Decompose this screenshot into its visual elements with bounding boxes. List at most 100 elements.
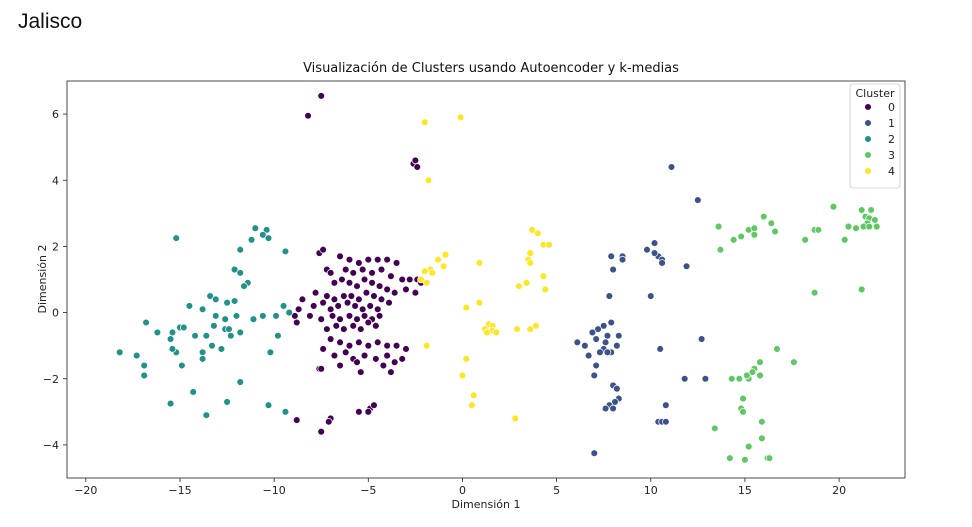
data-point-cluster-2 bbox=[180, 323, 188, 332]
data-point-cluster-0 bbox=[330, 295, 339, 304]
data-point-cluster-2 bbox=[115, 348, 124, 357]
data-point-cluster-3 bbox=[857, 285, 866, 294]
data-point-cluster-0 bbox=[340, 325, 348, 333]
data-point-cluster-2 bbox=[279, 302, 288, 310]
data-point-cluster-4 bbox=[462, 303, 470, 312]
data-point-cluster-0 bbox=[345, 279, 354, 287]
data-point-cluster-2 bbox=[249, 315, 258, 323]
data-point-cluster-0 bbox=[360, 275, 369, 284]
data-point-cluster-3 bbox=[714, 222, 723, 231]
data-point-cluster-1 bbox=[647, 292, 655, 300]
data-point-cluster-0 bbox=[317, 92, 325, 100]
data-point-cluster-0 bbox=[341, 348, 350, 357]
data-point-cluster-4 bbox=[541, 285, 550, 294]
data-point-cluster-1 bbox=[618, 255, 627, 264]
data-point-cluster-0 bbox=[368, 269, 376, 277]
data-point-cluster-0 bbox=[375, 312, 384, 320]
data-point-cluster-0 bbox=[317, 315, 325, 323]
data-point-cluster-3 bbox=[739, 408, 747, 416]
data-point-cluster-1 bbox=[594, 325, 602, 333]
data-point-cluster-2 bbox=[198, 305, 207, 314]
data-point-cluster-0 bbox=[317, 365, 325, 373]
data-point-cluster-3 bbox=[743, 371, 751, 380]
data-point-cluster-1 bbox=[601, 338, 610, 347]
data-point-cluster-0 bbox=[402, 285, 410, 294]
data-point-cluster-1 bbox=[609, 265, 617, 274]
data-point-cluster-4 bbox=[468, 401, 476, 409]
data-point-cluster-3 bbox=[852, 224, 860, 232]
data-point-cluster-1 bbox=[607, 252, 615, 261]
data-point-cluster-0 bbox=[345, 255, 354, 264]
data-point-cluster-1 bbox=[697, 335, 706, 343]
data-point-cluster-2 bbox=[236, 378, 244, 386]
data-point-cluster-4 bbox=[456, 113, 465, 122]
data-point-cluster-0 bbox=[334, 302, 342, 310]
data-point-cluster-2 bbox=[221, 315, 229, 323]
data-point-cluster-3 bbox=[871, 216, 879, 224]
data-point-cluster-0 bbox=[326, 305, 335, 314]
y-tick-label: 4 bbox=[52, 174, 59, 187]
data-point-cluster-2 bbox=[259, 312, 267, 320]
data-point-cluster-2 bbox=[166, 399, 175, 408]
y-tick-label: −2 bbox=[43, 373, 59, 386]
legend-title: Cluster bbox=[855, 87, 895, 100]
legend-marker bbox=[864, 135, 872, 143]
data-point-cluster-2 bbox=[153, 328, 162, 337]
data-point-cluster-0 bbox=[340, 292, 348, 300]
data-point-cluster-2 bbox=[178, 361, 186, 370]
data-point-cluster-0 bbox=[345, 341, 354, 350]
data-point-cluster-3 bbox=[756, 358, 764, 366]
data-point-cluster-2 bbox=[281, 247, 290, 256]
data-point-cluster-1 bbox=[596, 348, 604, 357]
data-point-cluster-0 bbox=[373, 305, 382, 314]
data-point-cluster-4 bbox=[475, 259, 484, 267]
data-point-cluster-0 bbox=[362, 288, 371, 297]
data-point-cluster-1 bbox=[615, 331, 623, 340]
data-point-cluster-0 bbox=[383, 285, 391, 294]
data-point-cluster-3 bbox=[844, 222, 853, 231]
data-point-cluster-1 bbox=[590, 371, 599, 380]
data-point-cluster-3 bbox=[773, 345, 781, 353]
data-point-cluster-0 bbox=[383, 255, 391, 264]
data-point-cluster-4 bbox=[422, 341, 431, 350]
data-point-cluster-2 bbox=[274, 331, 282, 340]
data-point-cluster-0 bbox=[353, 358, 361, 366]
y-tick-label: 0 bbox=[52, 307, 59, 320]
data-point-cluster-0 bbox=[392, 259, 401, 267]
data-point-cluster-0 bbox=[372, 355, 380, 363]
plot-area bbox=[66, 80, 906, 479]
data-point-cluster-0 bbox=[364, 318, 373, 327]
data-point-cluster-3 bbox=[810, 288, 819, 297]
data-point-cluster-0 bbox=[292, 416, 301, 424]
data-point-cluster-2 bbox=[264, 234, 273, 242]
data-point-cluster-0 bbox=[338, 275, 346, 284]
data-point-cluster-0 bbox=[309, 302, 318, 310]
data-point-cluster-1 bbox=[667, 163, 676, 171]
data-point-cluster-2 bbox=[185, 302, 194, 310]
data-point-cluster-3 bbox=[728, 375, 736, 383]
data-point-cluster-0 bbox=[336, 315, 344, 323]
data-point-cluster-1 bbox=[581, 341, 589, 350]
data-point-cluster-1 bbox=[601, 404, 610, 413]
data-point-cluster-0 bbox=[373, 255, 382, 264]
data-point-cluster-1 bbox=[682, 262, 691, 271]
data-point-cluster-0 bbox=[370, 401, 378, 409]
data-point-cluster-3 bbox=[739, 394, 747, 403]
data-point-cluster-0 bbox=[402, 345, 410, 353]
data-point-cluster-2 bbox=[172, 234, 180, 242]
data-point-cluster-3 bbox=[840, 236, 849, 244]
data-point-cluster-1 bbox=[605, 292, 614, 300]
data-point-cluster-1 bbox=[599, 322, 608, 330]
data-point-cluster-3 bbox=[758, 418, 766, 426]
data-point-cluster-0 bbox=[405, 275, 414, 284]
x-axis-label: Dimensión 1 bbox=[452, 498, 521, 511]
data-point-cluster-4 bbox=[526, 259, 535, 267]
data-point-cluster-0 bbox=[392, 341, 401, 350]
data-point-cluster-3 bbox=[760, 212, 768, 221]
data-point-cluster-4 bbox=[458, 371, 467, 380]
data-point-cluster-0 bbox=[323, 292, 331, 300]
data-point-cluster-2 bbox=[140, 361, 148, 370]
data-point-cluster-0 bbox=[368, 279, 376, 287]
data-point-cluster-4 bbox=[532, 322, 540, 330]
